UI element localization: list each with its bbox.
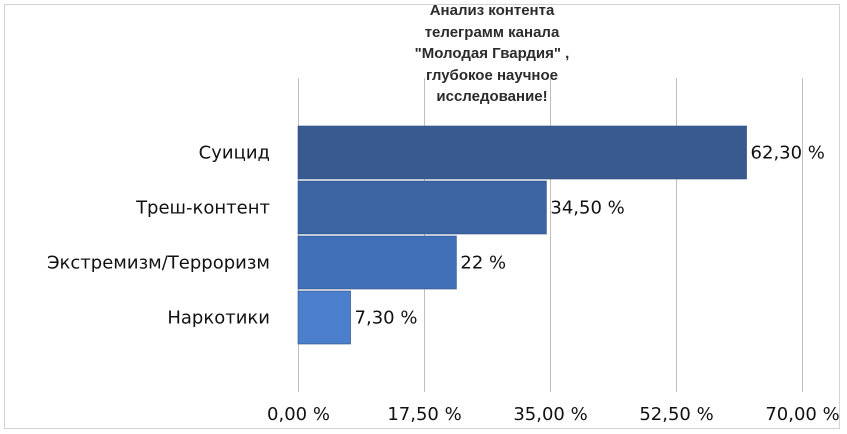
- category-labels: Суицид Треш-контент Экстремизм/Терроризм На…: [47, 143, 270, 329]
- value-label: 22 %: [460, 253, 506, 274]
- x-tick-labels: 0,00 % 17,50 % 35,00 % 52,50 % 70,00 %: [267, 404, 840, 425]
- bar: [297, 180, 547, 235]
- x-tick-label: 70,00 %: [765, 404, 839, 425]
- category-label: Экстремизм/Терроризм: [47, 253, 270, 274]
- bar: [297, 125, 747, 180]
- value-label: 34,50 %: [550, 198, 624, 219]
- bar: [297, 235, 457, 290]
- bar: [297, 290, 351, 345]
- x-tick-label: 52,50 %: [639, 404, 713, 425]
- bars: [297, 125, 747, 345]
- category-label: Суицид: [199, 143, 270, 164]
- category-label: Наркотики: [167, 308, 270, 329]
- x-tick-label: 17,50 %: [387, 404, 461, 425]
- value-label: 62,30 %: [751, 143, 825, 164]
- value-label: 7,30 %: [355, 308, 418, 329]
- chart-frame: [4, 4, 840, 429]
- x-tick-label: 35,00 %: [513, 404, 587, 425]
- category-label: Треш-контент: [135, 198, 270, 219]
- grid-lines: [298, 78, 803, 392]
- x-tick-label: 0,00 %: [267, 404, 330, 425]
- chart-title: Анализ контента телеграмм канала "Молода…: [414, 2, 570, 105]
- value-labels: 62,30 % 34,50 % 22 % 7,30 %: [355, 143, 825, 329]
